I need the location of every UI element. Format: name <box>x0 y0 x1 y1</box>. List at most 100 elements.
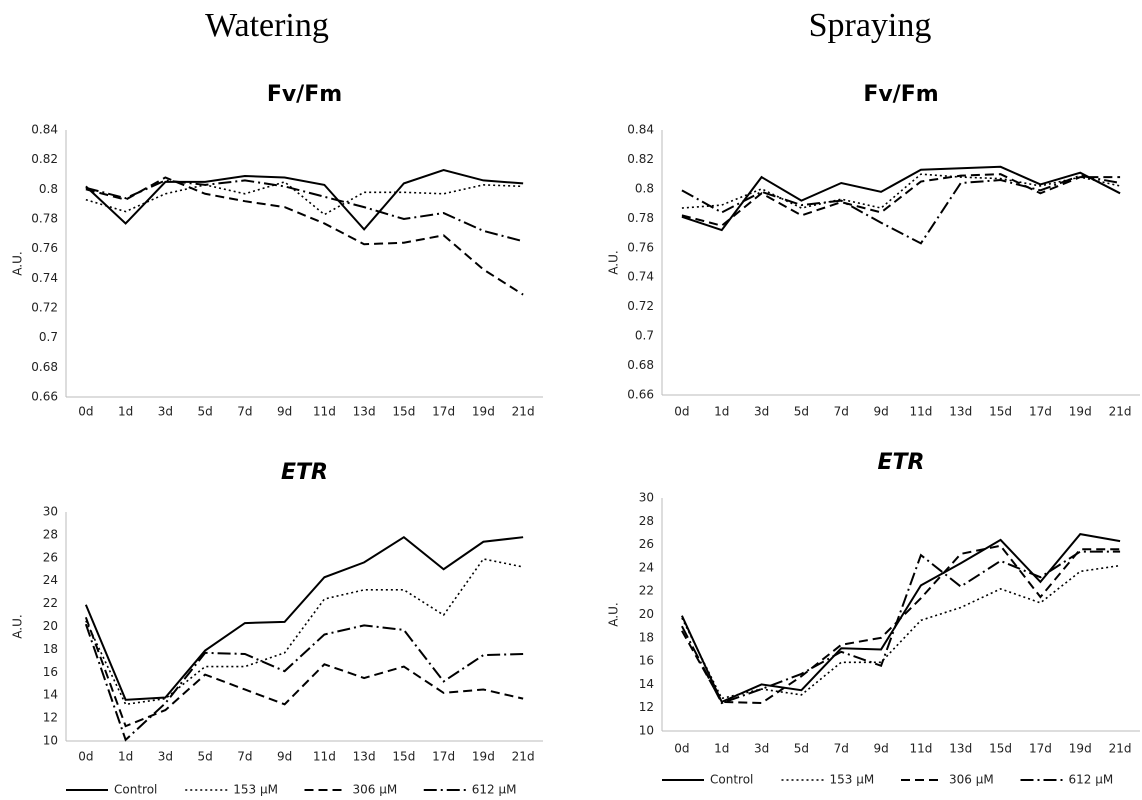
series-line <box>84 535 524 701</box>
y-tick-label: 12 <box>639 700 654 714</box>
y-tick-label: 0.66 <box>31 390 58 404</box>
x-tick-label: 3d <box>754 405 769 419</box>
x-tick-label: 13d <box>949 405 972 419</box>
y-tick-label: 0.84 <box>627 123 654 137</box>
y-tick-label: 22 <box>43 596 58 610</box>
x-tick-label: 9d <box>277 405 292 419</box>
x-tick-label: 9d <box>873 742 888 756</box>
y-tick-label: 24 <box>43 573 58 587</box>
x-tick-label: 7d <box>834 742 849 756</box>
y-tick-label: 0.82 <box>627 152 654 166</box>
x-tick-label: 7d <box>237 405 252 419</box>
x-tick-label: 21d <box>1109 405 1132 419</box>
y-tick-label: 0.84 <box>31 123 58 137</box>
x-tick-label: 17d <box>432 750 455 764</box>
y-axis-label: A.U. <box>11 614 25 638</box>
y-tick-label: 0.74 <box>31 271 58 285</box>
x-tick-label: 15d <box>392 750 415 764</box>
x-tick-label: 21d <box>512 405 535 419</box>
y-tick-label: 14 <box>43 688 58 702</box>
legend-label: 612 µM <box>1069 773 1114 787</box>
y-tick-label: 12 <box>43 711 58 725</box>
series-line <box>681 173 1121 209</box>
x-tick-label: 5d <box>794 742 809 756</box>
y-tick-label: 14 <box>639 677 654 691</box>
chart-title: Fv/Fm <box>267 82 342 107</box>
series-line <box>84 616 524 728</box>
x-tick-label: 7d <box>834 405 849 419</box>
x-tick-label: 15d <box>989 742 1012 756</box>
y-tick-label: 16 <box>639 654 654 668</box>
x-tick-label: 1d <box>714 742 729 756</box>
x-tick-label: 19d <box>1069 405 1092 419</box>
y-tick-label: 28 <box>43 527 58 541</box>
x-tick-label: 19d <box>1069 742 1092 756</box>
y-axis-label: A.U. <box>607 602 621 626</box>
x-tick-label: 13d <box>353 750 376 764</box>
x-tick-label: 13d <box>353 405 376 419</box>
y-tick-label: 0.78 <box>627 211 654 225</box>
y-tick-label: 20 <box>43 619 58 633</box>
y-tick-label: 0.82 <box>31 152 58 166</box>
y-tick-label: 0.74 <box>627 270 654 284</box>
x-tick-label: 5d <box>197 405 212 419</box>
y-tick-label: 28 <box>639 514 654 528</box>
series-line <box>681 550 1121 705</box>
x-tick-label: 3d <box>754 742 769 756</box>
series-line <box>681 544 1121 705</box>
series-line <box>681 533 1121 704</box>
column-heading: Watering <box>205 7 329 44</box>
x-tick-label: 21d <box>512 750 535 764</box>
y-tick-label: 0.7 <box>635 329 654 343</box>
y-tick-label: 30 <box>43 505 58 519</box>
x-tick-label: 17d <box>432 405 455 419</box>
y-tick-label: 24 <box>639 560 654 574</box>
x-tick-label: 15d <box>392 405 415 419</box>
series-line <box>681 174 1121 245</box>
x-tick-label: 1d <box>714 405 729 419</box>
x-tick-label: 21d <box>1109 742 1132 756</box>
legend-label: 306 µM <box>353 783 398 797</box>
y-tick-label: 0.8 <box>635 181 654 195</box>
x-tick-label: 11d <box>313 405 336 419</box>
x-tick-label: 5d <box>794 405 809 419</box>
y-tick-label: 22 <box>639 584 654 598</box>
x-tick-label: 11d <box>909 742 932 756</box>
y-tick-label: 30 <box>639 491 654 505</box>
y-tick-label: 0.72 <box>31 301 58 315</box>
x-tick-label: 11d <box>909 405 932 419</box>
y-axis-label: A.U. <box>11 251 25 275</box>
legend-label: Control <box>710 773 753 787</box>
chart-title: ETR <box>281 460 328 485</box>
x-tick-label: 1d <box>118 405 133 419</box>
series-line <box>84 623 524 742</box>
series-line <box>85 558 524 706</box>
x-tick-label: 19d <box>472 405 495 419</box>
chart-title: ETR <box>878 450 925 475</box>
legend-label: 153 µM <box>830 773 875 787</box>
y-tick-label: 0.76 <box>627 240 654 254</box>
series-line <box>85 169 524 231</box>
series-line <box>85 179 524 243</box>
x-tick-label: 3d <box>158 750 173 764</box>
legend-label: Control <box>114 783 157 797</box>
series-line <box>85 181 524 216</box>
y-tick-label: 10 <box>43 734 58 748</box>
series-line <box>681 564 1121 700</box>
y-tick-label: 0.78 <box>31 212 58 226</box>
x-tick-label: 15d <box>989 405 1012 419</box>
y-tick-label: 0.68 <box>31 360 58 374</box>
legend-label: 306 µM <box>949 773 994 787</box>
y-tick-label: 0.7 <box>39 330 58 344</box>
y-tick-label: 0.76 <box>31 241 58 255</box>
y-tick-label: 26 <box>639 537 654 551</box>
x-tick-label: 7d <box>237 750 252 764</box>
x-tick-label: 9d <box>873 405 888 419</box>
x-tick-label: 3d <box>158 405 173 419</box>
column-heading: Spraying <box>809 7 932 44</box>
x-tick-label: 19d <box>472 750 495 764</box>
x-tick-label: 13d <box>949 742 972 756</box>
y-tick-label: 18 <box>639 630 654 644</box>
legend-label: 612 µM <box>472 783 517 797</box>
